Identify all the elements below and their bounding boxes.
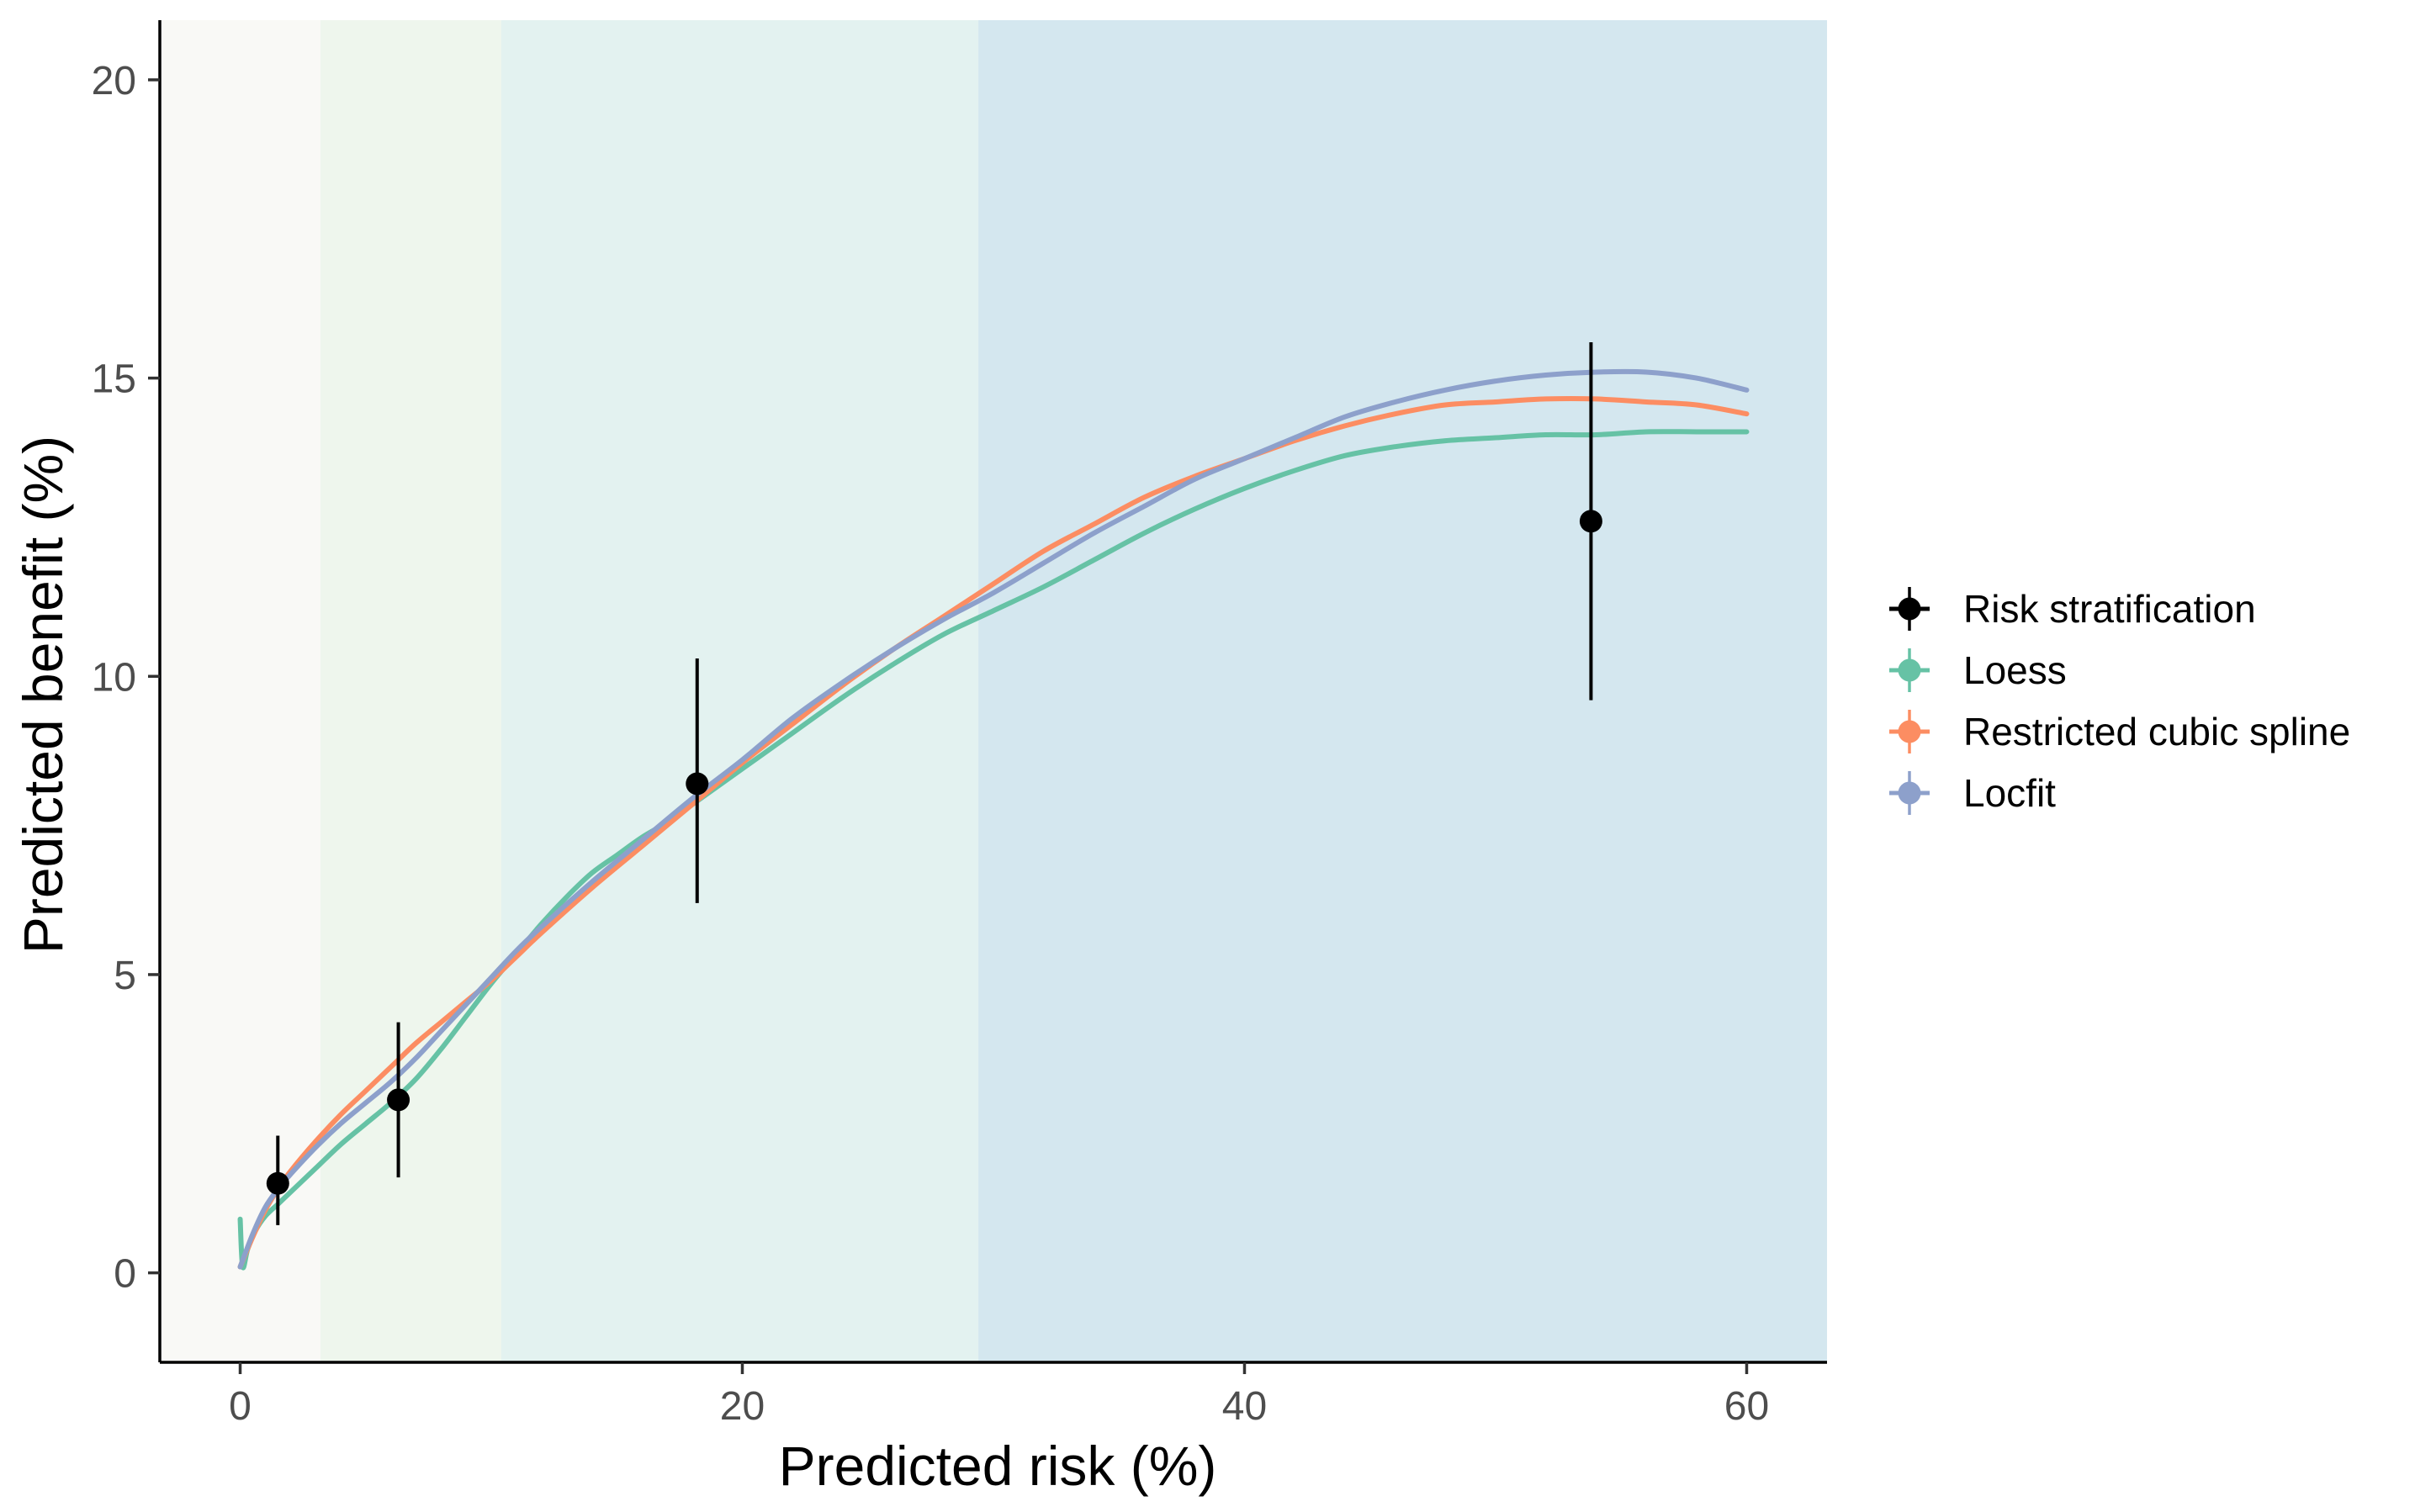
data-point <box>686 772 709 796</box>
legend-key-point <box>1898 781 1921 805</box>
y-tick-label: 15 <box>92 357 136 402</box>
legend-key-point <box>1898 720 1921 743</box>
ticks: 0 20 40 60 0 5 10 15 20 <box>92 59 1770 1429</box>
background-band-3 <box>500 20 979 1362</box>
legend-item-loess: Loess <box>1889 648 2067 692</box>
y-tick-label: 0 <box>114 1252 136 1297</box>
legend-key-point <box>1898 597 1921 621</box>
y-axis-title: Predicted benefit (%) <box>12 436 74 954</box>
data-point <box>387 1088 410 1112</box>
legend-label: Locfit <box>1963 771 2056 815</box>
series-line-locfit <box>237 368 1750 1270</box>
x-tick-label: 60 <box>1724 1384 1769 1429</box>
background-band-1 <box>160 20 321 1362</box>
background-band-4 <box>978 20 1827 1362</box>
legend-label: Loess <box>1963 648 2067 692</box>
x-tick-label: 40 <box>1222 1384 1267 1429</box>
y-tick-label: 5 <box>114 954 136 998</box>
y-tick-label: 10 <box>92 655 136 700</box>
background-bands <box>160 20 1827 1362</box>
x-tick-label: 20 <box>720 1384 765 1429</box>
legend-item-risk-stratification: Risk stratification <box>1889 587 2256 631</box>
legend-label: Restricted cubic spline <box>1963 710 2350 753</box>
axes <box>158 20 1827 1364</box>
legend: Risk stratification Loess Restricted cubic… <box>1889 587 2350 815</box>
series-layer <box>237 368 1750 1271</box>
legend-label: Risk stratification <box>1963 587 2256 631</box>
legend-key-point <box>1898 658 1921 682</box>
legend-item-locfit: Locfit <box>1889 771 2056 815</box>
y-tick-label: 20 <box>92 59 136 103</box>
x-tick-label: 0 <box>229 1384 252 1429</box>
legend-item-restricted-cubic-spline: Restricted cubic spline <box>1889 710 2350 753</box>
series-line-restricted-cubic-spline <box>237 395 1750 1270</box>
data-point <box>266 1171 289 1195</box>
background-band-2 <box>320 20 501 1362</box>
points-layer <box>266 342 1602 1225</box>
x-axis-title: Predicted risk (%) <box>779 1435 1217 1497</box>
data-point <box>1579 510 1602 533</box>
